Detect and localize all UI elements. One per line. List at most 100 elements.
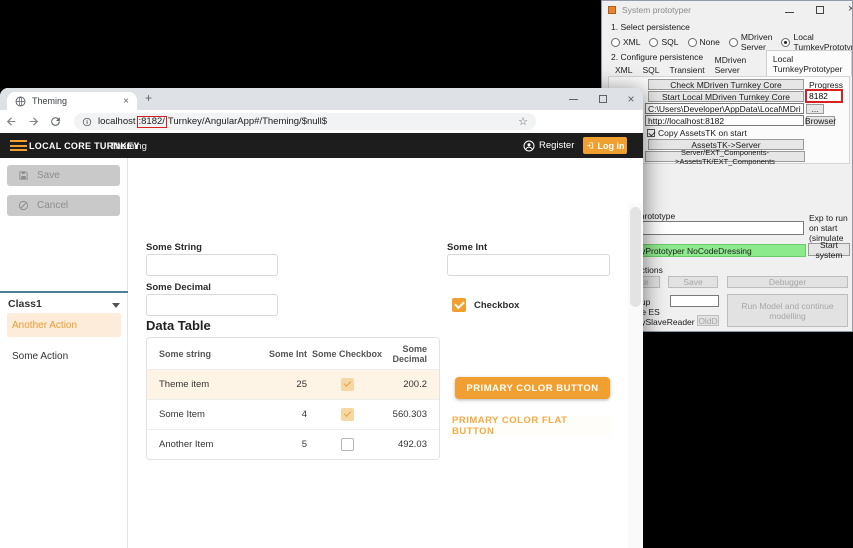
- row-checkbox-checked[interactable]: [340, 408, 354, 421]
- prototype-input[interactable]: [610, 221, 804, 235]
- radio-xml[interactable]: XML: [611, 37, 640, 47]
- browser-toolbar: localhost:8182/Turnkey/AngularApp#/Themi…: [0, 110, 643, 151]
- server-ext-components-button[interactable]: Server/EXT_Components->AssetsTK/EXT_Comp…: [645, 148, 805, 166]
- save-model-button[interactable]: Save: [668, 276, 718, 288]
- window-maximize-icon[interactable]: [593, 88, 613, 110]
- copy-assets-checkbox-row[interactable]: Copy AssetsTK on start: [647, 128, 747, 138]
- persistence-tabs: XML SQL Transient MDriven Server Local T…: [610, 50, 852, 76]
- radio-none[interactable]: None: [687, 37, 720, 47]
- table-row[interactable]: Theme item 25 200.2: [147, 369, 439, 399]
- register-person-icon: [523, 140, 535, 151]
- start-system-button[interactable]: Start system: [808, 240, 850, 260]
- some-string-label: Some String: [146, 242, 202, 253]
- start-core-button[interactable]: Start Local MDriven Turnkey Core: [648, 91, 804, 102]
- bookmark-star-icon[interactable]: ☆: [518, 116, 528, 128]
- browser-tab-title: Theming: [32, 96, 68, 106]
- radio-local-circle[interactable]: [781, 37, 791, 47]
- radio-mdriven-server[interactable]: MDriven Server: [728, 32, 772, 52]
- assets-to-server-button[interactable]: AssetsTK->Server: [648, 139, 804, 150]
- login-button[interactable]: Log in: [583, 137, 627, 154]
- app-content: Save Cancel Class1 Another Action Some A…: [0, 158, 643, 548]
- globe-favicon-icon: [15, 96, 26, 106]
- page-scrollbar[interactable]: [628, 203, 643, 548]
- url-text[interactable]: localhost:8182/Turnkey/AngularApp#/Themi…: [98, 115, 328, 128]
- some-int-input[interactable]: [447, 254, 610, 276]
- class-header[interactable]: Class1: [8, 298, 42, 310]
- debugger-button[interactable]: Debugger: [727, 276, 848, 288]
- running-status-bar: TurnkeyPrototyper NoCodeDressing: [610, 244, 806, 257]
- copy-assets-checkbox[interactable]: [647, 129, 655, 137]
- prototyper-maximize-icon[interactable]: [816, 6, 824, 14]
- primary-color-button[interactable]: PRIMARY COLOR BUTTON: [455, 377, 610, 399]
- check-core-button[interactable]: Check MDriven Turnkey Core: [648, 79, 804, 90]
- tab-mdriven-server[interactable]: MDriven Server: [714, 55, 747, 75]
- radio-sql-circle[interactable]: [649, 37, 659, 47]
- app-toolbar: LOCAL CORE TURNKEY Theming Register Log …: [0, 133, 643, 158]
- app-brand[interactable]: LOCAL CORE TURNKEY: [29, 141, 140, 151]
- reload-icon[interactable]: [44, 115, 66, 128]
- tab-local-turnkey[interactable]: Local TurnkeyPrototyper: [765, 50, 852, 76]
- sidebar: Save Cancel Class1 Another Action Some A…: [0, 158, 128, 548]
- register-link[interactable]: Register: [523, 137, 574, 154]
- running-status-text: TurnkeyPrototyper NoCodeDressing: [615, 245, 752, 256]
- table-row[interactable]: Some Item 4 560.303: [147, 399, 439, 429]
- scrollbar-thumb[interactable]: [630, 207, 641, 307]
- some-decimal-input[interactable]: [146, 294, 278, 316]
- run-model-button[interactable]: Run Model and continue modelling: [727, 294, 848, 327]
- system-prototyper-window: System prototyper × 1. Select persistenc…: [601, 0, 853, 332]
- some-string-input[interactable]: [146, 254, 278, 276]
- tab-xml[interactable]: XML: [615, 65, 633, 75]
- data-table-title: Data Table: [146, 318, 211, 333]
- prototyper-titlebar[interactable]: System prototyper ×: [602, 1, 852, 19]
- install-path-input[interactable]: [645, 103, 804, 114]
- tab-sql[interactable]: SQL: [642, 65, 660, 75]
- window-close-icon[interactable]: ×: [627, 92, 635, 106]
- tab-transient[interactable]: Transient: [669, 65, 705, 75]
- sidebar-item-some-action[interactable]: Some Action: [12, 351, 69, 362]
- new-tab-icon[interactable]: +: [145, 91, 153, 105]
- sidebar-item-another-action[interactable]: Another Action: [7, 313, 121, 337]
- data-table: Some string Some Int Some Checkbox Some …: [146, 337, 440, 460]
- port-input[interactable]: [807, 91, 841, 101]
- open-browser-button[interactable]: Browser: [804, 116, 837, 126]
- row-checkbox-checked[interactable]: [340, 378, 354, 391]
- checkbox-checked[interactable]: [452, 298, 466, 312]
- checkbox-label: Checkbox: [474, 300, 520, 311]
- sidebar-divider: [0, 291, 128, 293]
- backup-input[interactable]: [670, 295, 719, 307]
- cancel-button[interactable]: Cancel: [7, 195, 120, 216]
- browse-path-button[interactable]: ...: [806, 104, 824, 114]
- menu-hamburger-icon[interactable]: [10, 140, 27, 151]
- radio-mdriven-circle[interactable]: [728, 37, 738, 47]
- radio-none-circle[interactable]: [687, 37, 697, 47]
- save-floppy-icon: [19, 171, 28, 180]
- use-es-label: Use ES: [631, 307, 660, 317]
- primary-color-flat-button[interactable]: PRIMARY COLOR FLAT BUTTON: [452, 415, 612, 437]
- forward-icon[interactable]: [22, 115, 44, 128]
- tab-close-icon[interactable]: ×: [123, 95, 129, 107]
- persistence-radio-group: XML SQL None MDriven Server Local Turnke…: [611, 32, 852, 52]
- radio-local-turnkey[interactable]: Local TurnkeyPrototyper: [781, 32, 852, 52]
- browser-tabstrip: Theming × + ×: [0, 88, 643, 110]
- login-icon: [586, 142, 593, 149]
- some-decimal-label: Some Decimal: [146, 282, 211, 293]
- address-bar[interactable]: localhost:8182/Turnkey/AngularApp#/Themi…: [74, 113, 536, 130]
- radio-xml-circle[interactable]: [611, 37, 620, 47]
- select-persistence-label: 1. Select persistence: [611, 22, 690, 32]
- local-url-input[interactable]: [645, 115, 804, 126]
- table-row[interactable]: Another Item 5 492.03: [147, 429, 439, 459]
- chevron-down-icon[interactable]: [112, 303, 120, 308]
- browser-tab-theming[interactable]: Theming ×: [7, 92, 137, 110]
- app-page-title: Theming: [110, 141, 147, 152]
- back-icon[interactable]: [0, 115, 22, 128]
- prototyper-close-icon[interactable]: ×: [848, 3, 852, 15]
- prototyper-minimize-icon[interactable]: [785, 12, 794, 13]
- oldd-button[interactable]: OldD: [697, 315, 719, 326]
- prototyper-title: System prototyper: [622, 5, 691, 15]
- radio-sql[interactable]: SQL: [649, 37, 679, 47]
- save-button[interactable]: Save: [7, 165, 120, 186]
- page-info-icon[interactable]: [82, 117, 92, 127]
- row-checkbox-unchecked[interactable]: [340, 438, 354, 451]
- window-minimize-icon[interactable]: [563, 88, 583, 110]
